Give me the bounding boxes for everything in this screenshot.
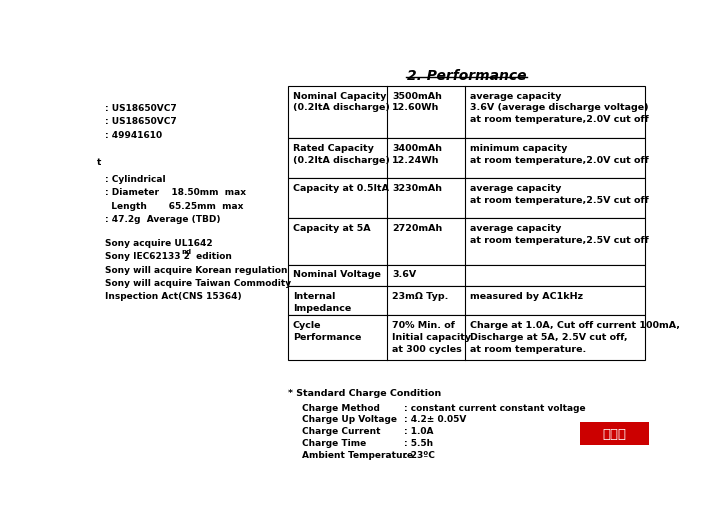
Text: * Standard Charge Condition: * Standard Charge Condition [289, 388, 442, 397]
Text: nd: nd [181, 248, 191, 254]
Bar [289, 316, 645, 360]
Text: Charge Up Voltage: Charge Up Voltage [302, 415, 397, 424]
Text: Charge Current: Charge Current [302, 426, 381, 435]
Text: edition: edition [193, 251, 232, 261]
Text: 3500mAh
12.60Wh: 3500mAh 12.60Wh [392, 91, 442, 112]
Text: : 47.2g  Average (TBD): : 47.2g Average (TBD) [104, 215, 220, 224]
Text: 社外秘: 社外秘 [602, 428, 626, 440]
Text: Cycle
Performance: Cycle Performance [293, 320, 361, 341]
Text: Ambient Temperature: Ambient Temperature [302, 449, 413, 459]
Bar [289, 87, 645, 139]
Text: 2. Performance: 2. Performance [407, 69, 526, 83]
Text: Inspection Act(CNS 15364): Inspection Act(CNS 15364) [104, 292, 241, 301]
Text: : US18650VC7: : US18650VC7 [104, 104, 176, 113]
Bar [289, 219, 645, 265]
Text: Charge Time: Charge Time [302, 438, 366, 447]
Bar [289, 139, 645, 179]
Text: Sony IEC62133 2: Sony IEC62133 2 [104, 251, 189, 261]
Text: Nominal Capacity
(0.2ItA discharge): Nominal Capacity (0.2ItA discharge) [293, 91, 390, 112]
Text: Charge at 1.0A, Cut off current 100mA,
Discharge at 5A, 2.5V cut off,
at room te: Charge at 1.0A, Cut off current 100mA, D… [470, 320, 679, 353]
Text: Capacity at 0.5ItA: Capacity at 0.5ItA [293, 183, 389, 192]
Text: : 5.5h: : 5.5h [405, 438, 434, 447]
Text: 3400mAh
12.24Wh: 3400mAh 12.24Wh [392, 143, 442, 164]
Text: : Diameter    18.50mm  max: : Diameter 18.50mm max [104, 188, 246, 197]
Text: : 1.0A: : 1.0A [405, 426, 434, 435]
Text: Internal
Impedance: Internal Impedance [293, 291, 351, 312]
Text: : 4.2± 0.05V: : 4.2± 0.05V [405, 415, 467, 424]
Text: : 49941610: : 49941610 [104, 130, 162, 139]
Text: Nominal Voltage: Nominal Voltage [293, 270, 381, 279]
Text: Sony will acquire Korean regulation: Sony will acquire Korean regulation [104, 265, 287, 274]
Text: Length       65.25mm  max: Length 65.25mm max [104, 201, 243, 210]
Text: minimum capacity
at room temperature,2.0V cut off: minimum capacity at room temperature,2.0… [470, 143, 648, 164]
Text: measured by AC1kHz: measured by AC1kHz [470, 291, 583, 300]
Text: Sony will acquire Taiwan Commodity: Sony will acquire Taiwan Commodity [104, 278, 291, 287]
Text: average capacity
at room temperature,2.5V cut off: average capacity at room temperature,2.5… [470, 183, 648, 205]
Text: average capacity
at room temperature,2.5V cut off: average capacity at room temperature,2.5… [470, 224, 648, 244]
Text: : constant current constant voltage: : constant current constant voltage [405, 403, 586, 412]
Text: average capacity
3.6V (average discharge voltage)
at room temperature,2.0V cut o: average capacity 3.6V (average discharge… [470, 91, 648, 124]
Text: Capacity at 5A: Capacity at 5A [293, 224, 370, 232]
Text: 3230mAh: 3230mAh [392, 183, 442, 192]
Bar [289, 265, 645, 286]
Text: : 23ºC: : 23ºC [405, 449, 436, 459]
Text: 3.6V: 3.6V [392, 270, 416, 279]
Bar [289, 286, 645, 316]
Text: : Cylindrical: : Cylindrical [104, 174, 165, 183]
Bar [581, 423, 649, 445]
Text: : US18650VC7: : US18650VC7 [104, 117, 176, 126]
Text: t: t [97, 158, 102, 167]
Text: 23mΩ Typ.: 23mΩ Typ. [392, 291, 449, 300]
Text: Rated Capacity
(0.2ItA discharge): Rated Capacity (0.2ItA discharge) [293, 143, 390, 164]
Bar [289, 179, 645, 219]
Text: Sony acquire UL1642: Sony acquire UL1642 [104, 238, 212, 247]
Text: Charge Method: Charge Method [302, 403, 380, 412]
Text: 2720mAh: 2720mAh [392, 224, 442, 232]
Text: 70% Min. of
Initial capacity
at 300 cycles: 70% Min. of Initial capacity at 300 cycl… [392, 320, 471, 353]
